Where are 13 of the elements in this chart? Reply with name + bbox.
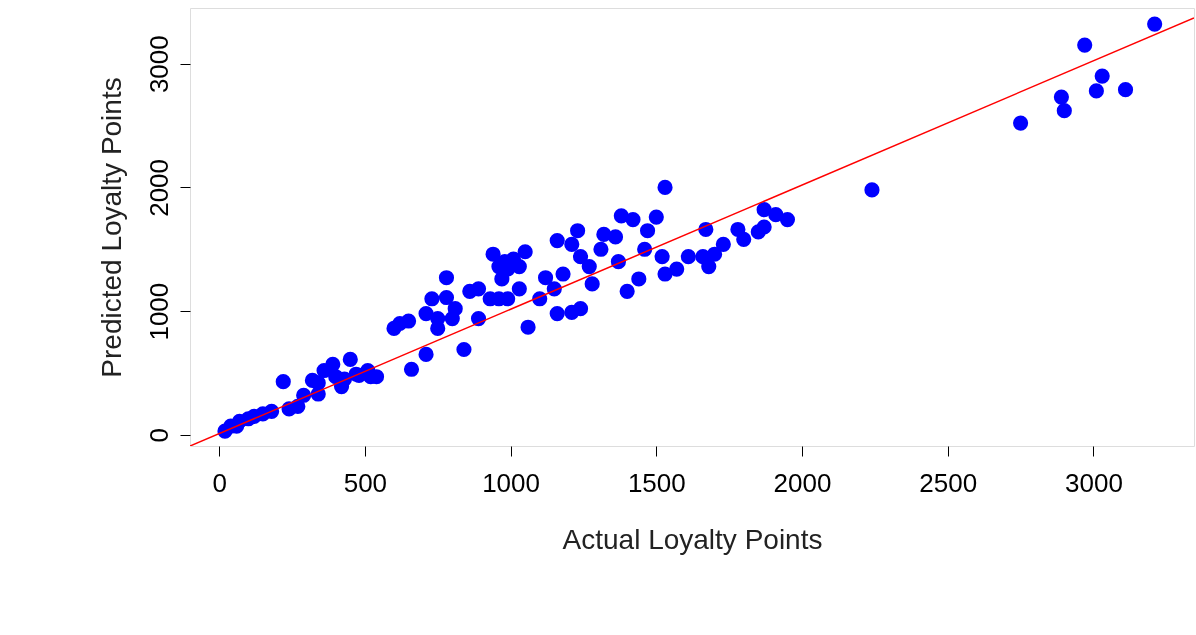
x-tick-label: 0 bbox=[212, 467, 227, 498]
x-tick-label: 1000 bbox=[482, 467, 540, 498]
x-tick-label: 2500 bbox=[919, 467, 978, 498]
y-tick-label: 3000 bbox=[143, 35, 174, 94]
y-tick-label: 1000 bbox=[143, 282, 174, 341]
y-tick-label: 2000 bbox=[143, 158, 174, 217]
x-axis-title: Actual Loyalty Points bbox=[562, 523, 823, 555]
y-axis-title: Predicted Loyalty Points bbox=[95, 77, 127, 378]
y-tick-label: 0 bbox=[143, 428, 174, 443]
x-tick-label: 3000 bbox=[1065, 467, 1123, 498]
x-tick-label: 500 bbox=[343, 467, 388, 498]
x-tick-label: 1500 bbox=[627, 467, 686, 498]
x-tick-label: 2000 bbox=[773, 467, 832, 498]
